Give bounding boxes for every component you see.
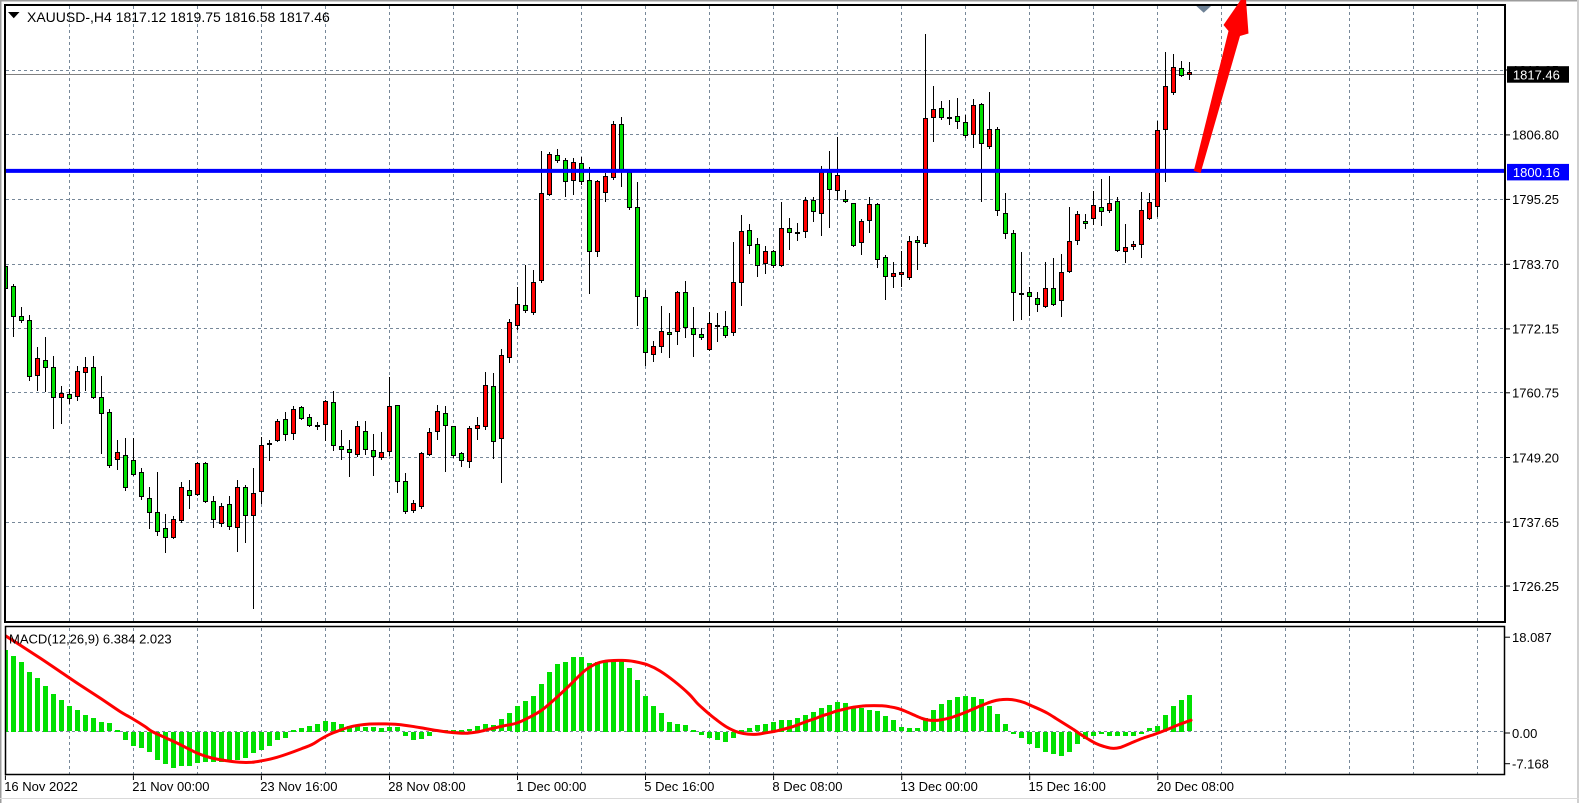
svg-text:20 Dec 08:00: 20 Dec 08:00: [1157, 779, 1234, 794]
svg-text:0.00: 0.00: [1512, 726, 1537, 741]
svg-text:1772.15: 1772.15: [1512, 322, 1559, 337]
svg-text:8 Dec 08:00: 8 Dec 08:00: [772, 779, 842, 794]
svg-text:28 Nov 08:00: 28 Nov 08:00: [388, 779, 465, 794]
svg-text:1783.70: 1783.70: [1512, 257, 1559, 272]
svg-text:-7.168: -7.168: [1512, 757, 1549, 772]
svg-text:13 Dec 00:00: 13 Dec 00:00: [901, 779, 978, 794]
svg-text:1817.46: 1817.46: [1513, 67, 1560, 82]
svg-text:1800.16: 1800.16: [1513, 165, 1560, 180]
svg-text:1 Dec 00:00: 1 Dec 00:00: [516, 779, 586, 794]
svg-text:21 Nov 00:00: 21 Nov 00:00: [132, 779, 209, 794]
svg-text:5 Dec 16:00: 5 Dec 16:00: [644, 779, 714, 794]
svg-text:1760.75: 1760.75: [1512, 386, 1559, 401]
svg-text:1795.25: 1795.25: [1512, 192, 1559, 207]
svg-text:1737.65: 1737.65: [1512, 515, 1559, 530]
svg-text:MACD(12,26,9) 6.384 2.023: MACD(12,26,9) 6.384 2.023: [9, 632, 172, 647]
svg-text:1806.80: 1806.80: [1512, 128, 1559, 143]
svg-text:1726.25: 1726.25: [1512, 579, 1559, 594]
svg-text:1749.20: 1749.20: [1512, 450, 1559, 465]
svg-text:18.087: 18.087: [1512, 630, 1552, 645]
svg-text:16 Nov 2022: 16 Nov 2022: [4, 779, 78, 794]
svg-text:23 Nov 16:00: 23 Nov 16:00: [260, 779, 337, 794]
svg-text:XAUUSD-,H4 1817.12 1819.75 181: XAUUSD-,H4 1817.12 1819.75 1816.58 1817.…: [27, 9, 330, 25]
svg-text:15 Dec 16:00: 15 Dec 16:00: [1029, 779, 1106, 794]
